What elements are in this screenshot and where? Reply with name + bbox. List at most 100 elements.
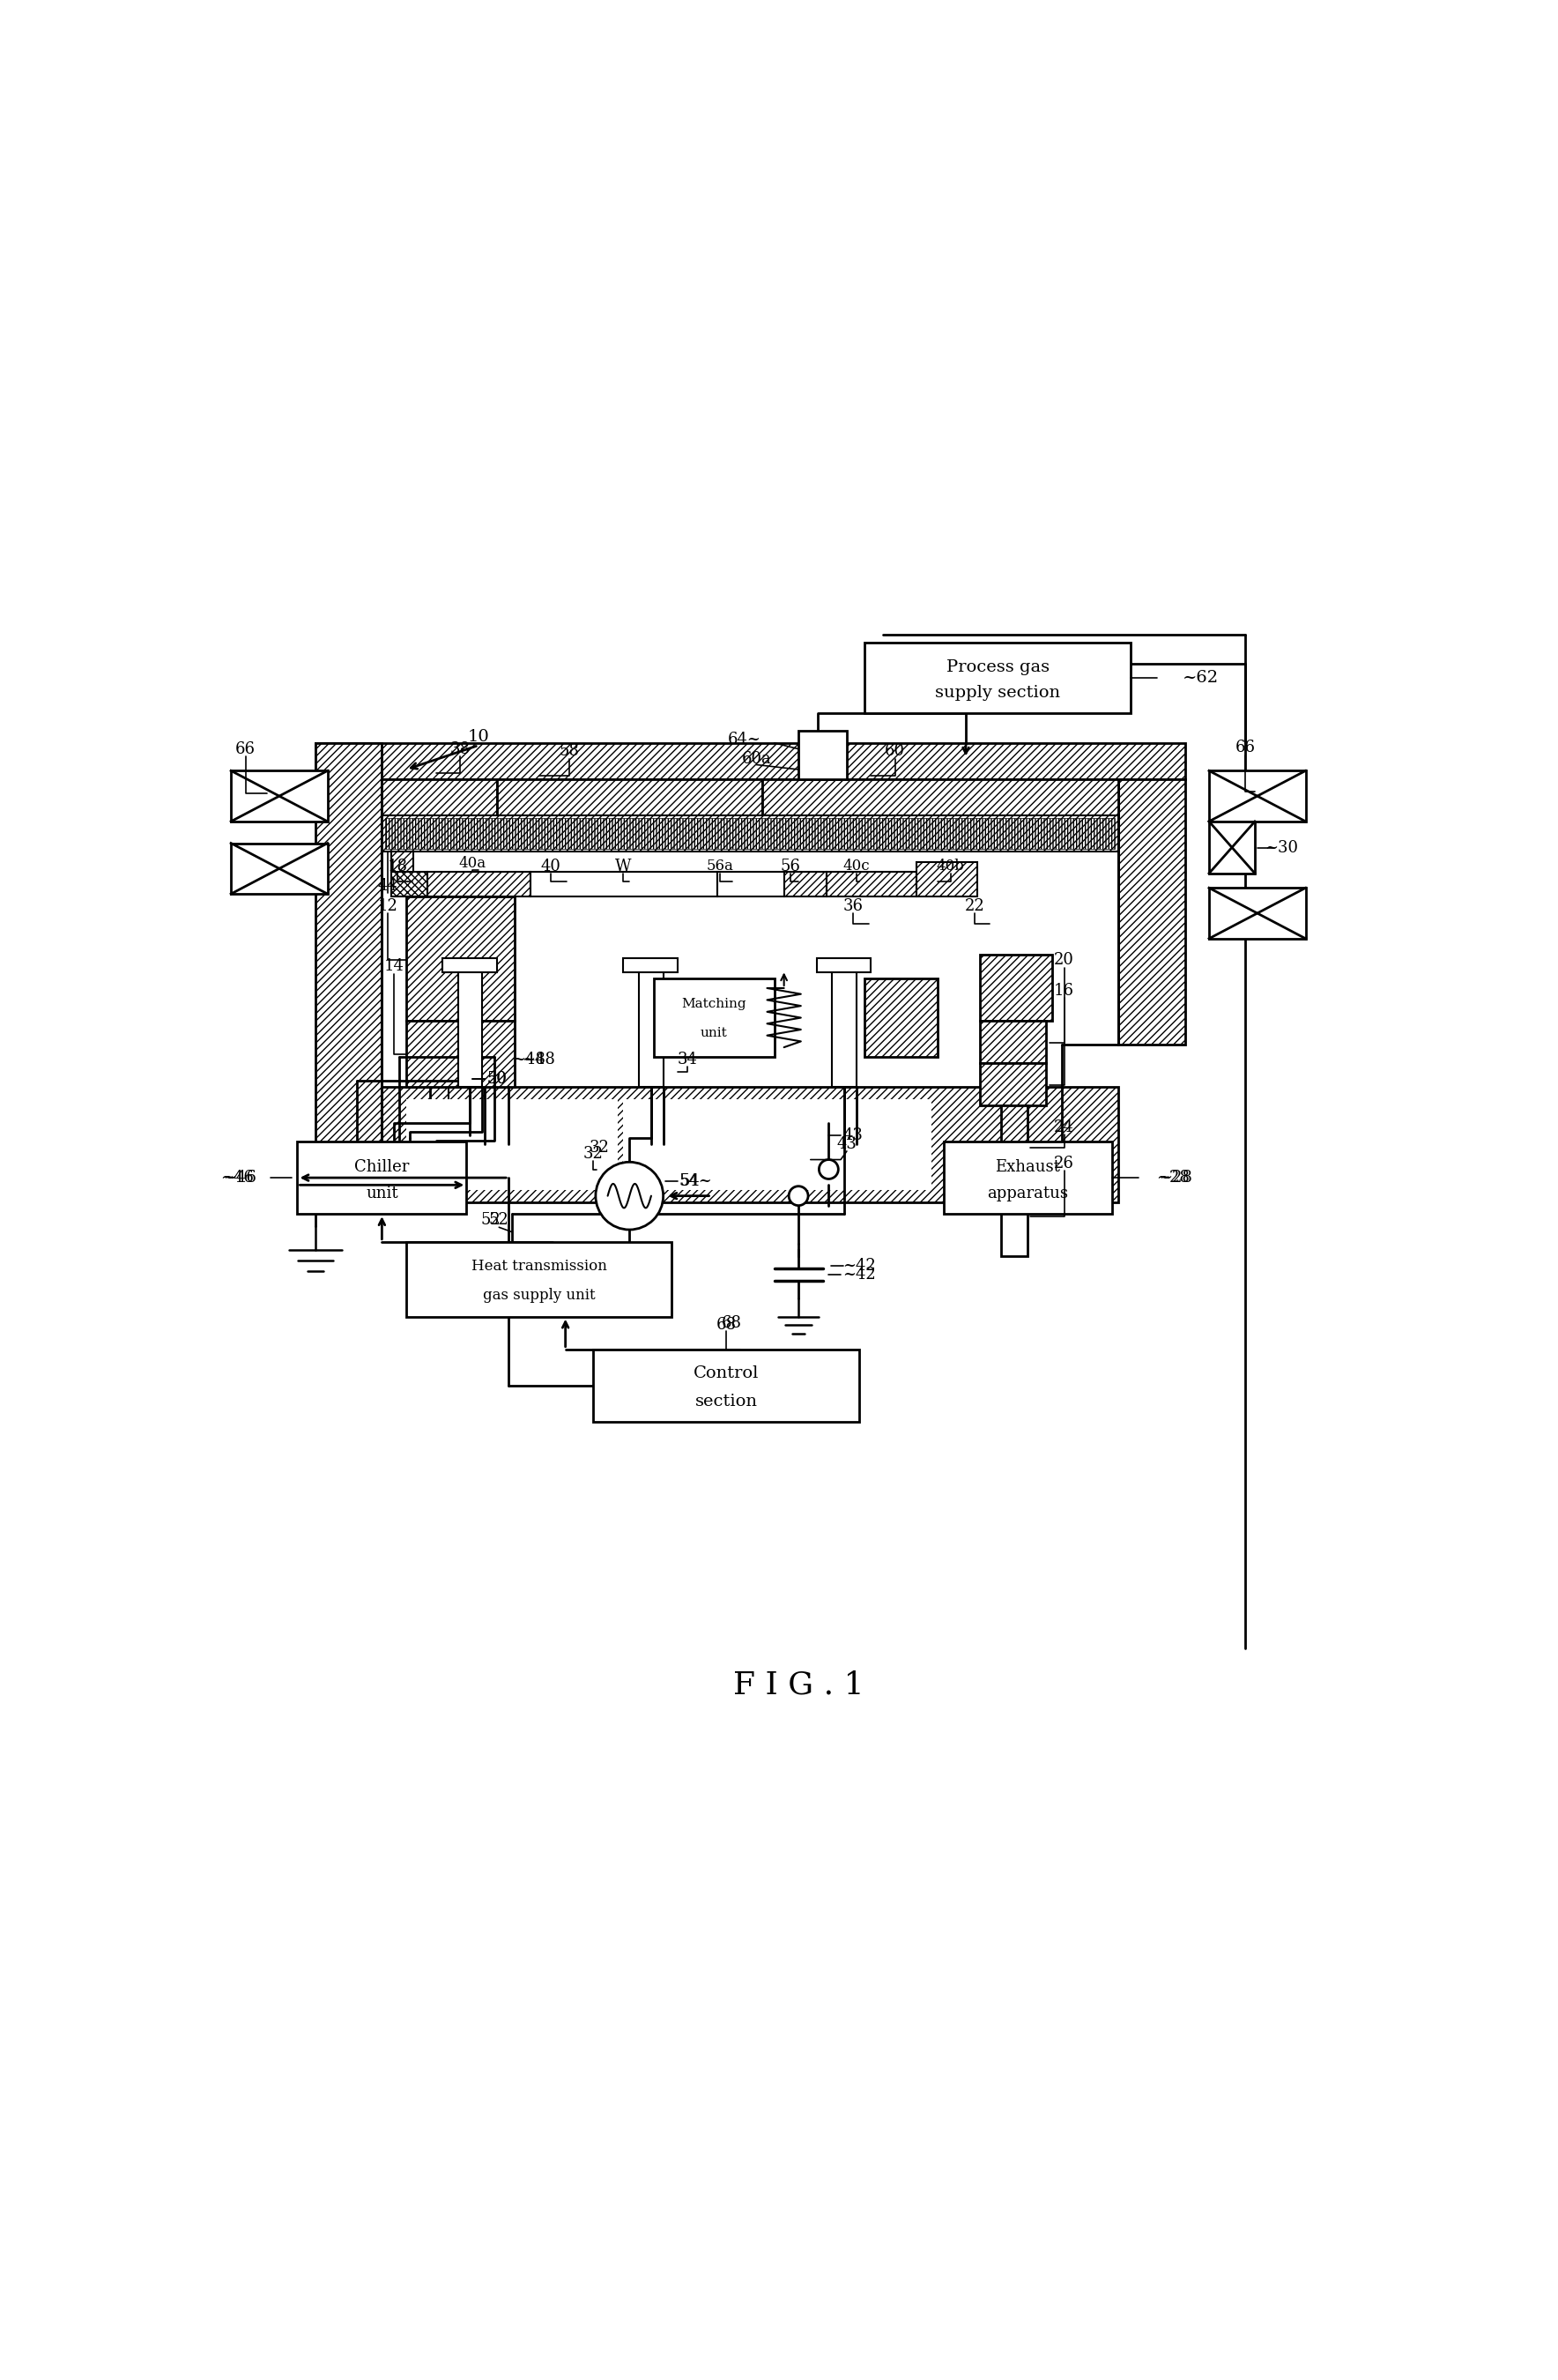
Text: 60: 60 [885,743,905,759]
Bar [639,966,664,1088]
Bar [980,954,1052,1021]
Text: 58: 58 [559,743,580,759]
Text: 50: 50 [486,1071,506,1088]
Bar [382,778,497,816]
Bar [784,871,826,897]
Text: unit: unit [701,1028,728,1040]
Bar [832,966,857,1088]
Text: Exhaust: Exhaust [996,1159,1061,1176]
Text: unit: unit [366,1185,397,1202]
Text: 18: 18 [388,859,408,873]
Bar [1209,771,1306,821]
Text: 38: 38 [450,740,471,757]
Bar [315,743,1184,778]
Bar [530,871,718,897]
Text: ~28: ~28 [1159,1171,1192,1185]
Bar [623,1100,858,1190]
Text: 68: 68 [721,1314,742,1330]
Text: F I G . 1: F I G . 1 [732,1671,865,1699]
Bar [385,819,1116,850]
Text: 40: 40 [541,859,561,873]
Text: 14: 14 [383,959,404,973]
Text: ~46: ~46 [223,1171,256,1185]
Bar [1002,1104,1028,1202]
Text: Process gas: Process gas [946,659,1049,676]
Bar [407,1021,514,1088]
Text: 52: 52 [481,1211,502,1228]
Bar [816,957,871,973]
Text: 66: 66 [1235,740,1256,757]
Text: ~62: ~62 [1183,669,1218,685]
Bar [980,1021,1045,1064]
Text: 44: 44 [379,878,397,892]
Text: 34: 34 [678,1052,698,1066]
Text: 16: 16 [1053,983,1075,1000]
Bar [841,1100,932,1190]
Text: Matching: Matching [681,997,746,1012]
Text: 56: 56 [781,859,801,873]
Bar [315,743,382,1202]
Bar [382,816,1119,852]
Text: ~30: ~30 [1265,840,1298,857]
Bar [497,778,762,816]
Text: section: section [695,1395,757,1409]
Text: 50: 50 [486,1071,506,1088]
Bar [865,978,938,1057]
Bar [407,1242,671,1316]
Bar [799,731,848,778]
Text: W: W [615,859,631,873]
Text: gas supply unit: gas supply unit [483,1288,595,1304]
Text: 10: 10 [467,728,489,745]
Text: 32: 32 [589,1140,609,1154]
Bar [654,978,774,1057]
Circle shape [595,1161,664,1230]
Bar [428,871,530,897]
Bar [391,852,413,871]
Text: ~42: ~42 [843,1266,876,1283]
Text: 52: 52 [489,1211,509,1228]
Text: ~48: ~48 [522,1052,556,1066]
Text: Heat transmission: Heat transmission [471,1259,606,1273]
Text: 60a: 60a [742,750,771,766]
Bar [298,1142,466,1214]
Text: 56a: 56a [706,859,734,873]
Circle shape [820,1159,838,1178]
Bar [865,643,1131,712]
Text: 36: 36 [843,897,863,914]
Text: 54: 54 [679,1173,700,1190]
Text: 20: 20 [1055,952,1073,969]
Text: 64~: 64~ [728,731,760,747]
Text: ~46: ~46 [220,1171,254,1185]
Bar [980,1064,1045,1104]
Bar [1119,778,1186,1045]
Bar [442,957,497,973]
Bar [1002,1202,1028,1257]
Text: 43: 43 [837,1135,857,1152]
Bar [718,871,784,897]
Bar [231,771,327,821]
Text: 40b: 40b [936,859,964,873]
Bar [407,897,514,1021]
Text: 54~: 54~ [679,1173,712,1190]
Text: Control: Control [693,1366,759,1380]
Bar [458,966,481,1088]
Text: Chiller: Chiller [354,1159,410,1176]
Bar [1209,821,1254,873]
Text: 66: 66 [235,740,256,757]
Circle shape [788,1185,809,1207]
Text: 68: 68 [715,1316,737,1333]
Text: apparatus: apparatus [988,1185,1069,1202]
Bar [407,1100,617,1190]
Bar [231,843,327,895]
Bar [382,1088,1119,1202]
Bar [623,957,678,973]
Bar [944,1142,1112,1214]
Text: ~48: ~48 [513,1052,545,1066]
Text: 40c: 40c [843,859,869,873]
Bar [594,1349,858,1421]
Bar [826,871,916,897]
Bar [391,871,428,897]
Text: 12: 12 [379,897,397,914]
Text: 26: 26 [1055,1154,1073,1171]
Text: ~42: ~42 [843,1259,876,1273]
